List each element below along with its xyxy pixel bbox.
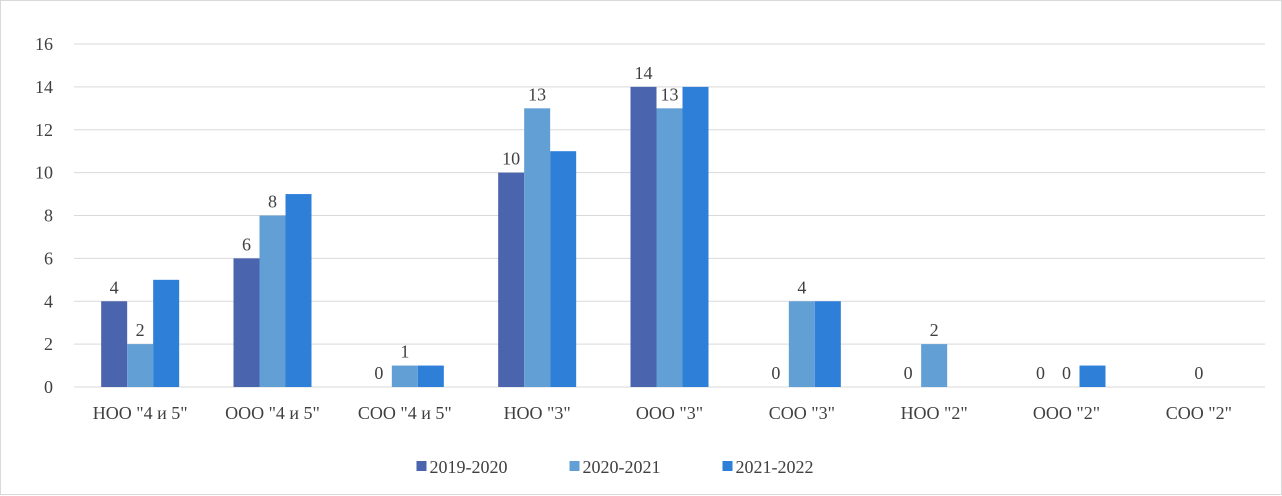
bars bbox=[101, 86, 1106, 387]
data-label: 0 bbox=[1062, 363, 1071, 383]
x-category-label: НОО "3" bbox=[504, 403, 571, 423]
data-label: 13 bbox=[661, 84, 679, 104]
y-tick-label: 16 bbox=[35, 34, 53, 54]
x-category-label: СОО "3" bbox=[769, 403, 835, 423]
bar bbox=[153, 279, 180, 387]
data-label: 0 bbox=[1036, 363, 1045, 383]
data-label: 4 bbox=[797, 277, 806, 297]
legend-label: 2020-2021 bbox=[583, 457, 661, 477]
data-label: 13 bbox=[528, 84, 546, 104]
bar bbox=[550, 151, 577, 387]
legend-swatch bbox=[722, 461, 733, 471]
legend: 2019-2020 2020-2021 2021-2022 bbox=[416, 457, 814, 477]
bar bbox=[127, 344, 154, 387]
bar bbox=[921, 344, 948, 387]
data-label: 14 bbox=[635, 63, 653, 83]
x-category-label: СОО "4 и 5" bbox=[358, 403, 452, 423]
bar bbox=[1079, 365, 1106, 387]
data-label: 2 bbox=[930, 320, 939, 340]
y-tick-label: 0 bbox=[44, 377, 53, 397]
data-label: 2 bbox=[136, 320, 145, 340]
bar bbox=[788, 301, 815, 387]
y-tick-label: 4 bbox=[44, 291, 53, 311]
bar bbox=[814, 301, 841, 387]
data-label: 1 bbox=[400, 342, 409, 362]
data-label: 10 bbox=[502, 149, 520, 169]
bar bbox=[285, 194, 312, 387]
data-label: 0 bbox=[374, 363, 383, 383]
data-label: 0 bbox=[1194, 363, 1203, 383]
bar bbox=[417, 365, 444, 387]
data-label: 4 bbox=[110, 277, 119, 297]
y-tick-label: 12 bbox=[35, 120, 53, 140]
bar bbox=[682, 86, 709, 387]
x-category-label: НОО "2" bbox=[901, 403, 968, 423]
y-axis-ticks: 0 2 4 6 8 10 12 14 16 bbox=[35, 34, 53, 397]
bar bbox=[391, 365, 418, 387]
data-label: 0 bbox=[771, 363, 780, 383]
y-tick-label: 2 bbox=[44, 334, 53, 354]
legend-label: 2019-2020 bbox=[430, 457, 508, 477]
legend-swatch bbox=[569, 461, 580, 471]
x-category-label: СОО "2" bbox=[1166, 403, 1232, 423]
bar bbox=[259, 215, 286, 387]
x-category-label: ООО "3" bbox=[636, 403, 703, 423]
x-category-label: НОО "4 и 5" bbox=[93, 403, 188, 423]
y-tick-label: 8 bbox=[44, 206, 53, 226]
legend-label: 2021-2022 bbox=[736, 457, 814, 477]
y-tick-label: 14 bbox=[35, 77, 53, 97]
y-tick-label: 6 bbox=[44, 248, 53, 268]
bar bbox=[656, 108, 683, 387]
x-axis-categories: НОО "4 и 5" ООО "4 и 5" СОО "4 и 5" НОО "3"… bbox=[93, 403, 1232, 423]
data-label: 6 bbox=[242, 234, 251, 254]
y-tick-label: 10 bbox=[35, 163, 53, 183]
legend-swatch bbox=[416, 461, 427, 471]
x-category-label: ООО "4 и 5" bbox=[225, 403, 320, 423]
bar bbox=[233, 258, 260, 387]
data-label: 8 bbox=[268, 192, 277, 212]
bar bbox=[498, 172, 525, 387]
bar bbox=[630, 86, 657, 387]
x-category-label: ООО "2" bbox=[1033, 403, 1100, 423]
bar bbox=[101, 301, 128, 387]
bar bbox=[524, 108, 551, 387]
data-label: 0 bbox=[904, 363, 913, 383]
